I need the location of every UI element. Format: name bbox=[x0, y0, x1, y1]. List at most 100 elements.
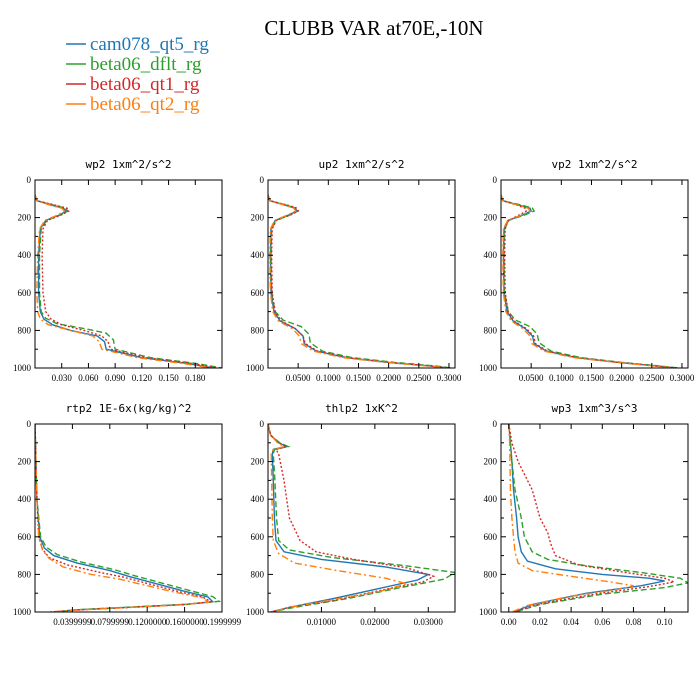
series-line bbox=[35, 424, 210, 612]
series-line bbox=[501, 194, 675, 368]
y-tick-label: 800 bbox=[251, 325, 265, 335]
x-tick-label: 0.08 bbox=[626, 617, 642, 627]
y-tick-label: 200 bbox=[484, 457, 498, 467]
series-line bbox=[268, 194, 450, 368]
y-tick-label: 1000 bbox=[246, 363, 265, 373]
series-line bbox=[501, 194, 676, 368]
panel-title: wp3 1xm^3/s^3 bbox=[551, 402, 637, 415]
panel-2: up2 1xm^2/s^2 0 200 400 600 800 1000 0.0500 0.10… bbox=[246, 158, 462, 383]
y-tick-label: 800 bbox=[251, 569, 265, 579]
x-tick-label: 0.0500 bbox=[519, 373, 544, 383]
x-tick-label: 0.0399999 bbox=[53, 617, 92, 627]
panel-1: wp2 1xm^2/s^2 0 200 400 600 800 1000 0.030 0.060… bbox=[13, 158, 223, 383]
y-tick-label: 600 bbox=[484, 288, 498, 298]
legend-label: beta06_dflt_rg bbox=[90, 54, 202, 75]
x-tick-label: 0.10 bbox=[657, 617, 673, 627]
x-tick-label: 0.2000 bbox=[609, 373, 634, 383]
x-tick-label: 0.1999999 bbox=[203, 617, 242, 627]
y-tick-label: 1000 bbox=[479, 607, 498, 617]
legend-label: beta06_qt2_rg bbox=[90, 94, 200, 115]
y-tick-label: 0 bbox=[27, 419, 32, 429]
y-tick-label: 1000 bbox=[13, 607, 32, 617]
series-line bbox=[268, 424, 436, 612]
x-tick-label: 0.1500 bbox=[346, 373, 371, 383]
y-tick-label: 0 bbox=[493, 419, 498, 429]
x-tick-label: 0.3000 bbox=[670, 373, 695, 383]
series-line bbox=[508, 424, 665, 612]
y-tick-label: 600 bbox=[18, 288, 32, 298]
series-line bbox=[268, 424, 455, 612]
series-line bbox=[35, 194, 222, 368]
series-line bbox=[501, 194, 676, 368]
y-tick-label: 400 bbox=[251, 250, 265, 260]
series-line bbox=[35, 194, 212, 368]
series-line bbox=[268, 424, 410, 612]
y-tick-label: 800 bbox=[484, 569, 498, 579]
x-tick-label: 0.02 bbox=[532, 617, 548, 627]
series-line bbox=[35, 424, 215, 612]
y-tick-label: 200 bbox=[484, 213, 498, 223]
y-tick-label: 400 bbox=[18, 494, 32, 504]
x-tick-label: 0.2500 bbox=[639, 373, 664, 383]
x-tick-label: 0.2000 bbox=[376, 373, 401, 383]
y-tick-label: 800 bbox=[18, 569, 32, 579]
y-tick-label: 600 bbox=[484, 532, 498, 542]
x-tick-label: 0.1500 bbox=[579, 373, 604, 383]
x-tick-label: 0.1600000 bbox=[165, 617, 204, 627]
series-line bbox=[501, 194, 680, 368]
x-tick-label: 0.1000 bbox=[549, 373, 574, 383]
x-tick-label: 0.060 bbox=[78, 373, 99, 383]
panel-3: vp2 1xm^2/s^2 0 200 400 600 800 1000 0.0500 0.10… bbox=[479, 158, 695, 383]
y-tick-label: 400 bbox=[251, 494, 265, 504]
y-tick-label: 0 bbox=[260, 175, 265, 185]
y-tick-label: 200 bbox=[251, 213, 265, 223]
plot-frame bbox=[500, 423, 689, 613]
y-tick-label: 400 bbox=[18, 250, 32, 260]
panel-title: up2 1xm^2/s^2 bbox=[318, 158, 404, 171]
panel-4: rtp2 1E-6x(kg/kg)^2 0 200 400 600 800 1000 0.03… bbox=[13, 402, 242, 627]
series-line bbox=[35, 194, 218, 368]
series-line bbox=[35, 194, 214, 368]
x-tick-label: 0.06 bbox=[594, 617, 610, 627]
y-tick-label: 400 bbox=[484, 494, 498, 504]
y-tick-label: 1000 bbox=[246, 607, 265, 617]
x-tick-label: 0.030 bbox=[52, 373, 73, 383]
plot-frame bbox=[267, 423, 456, 613]
y-tick-label: 600 bbox=[251, 288, 265, 298]
y-tick-label: 200 bbox=[251, 457, 265, 467]
panel-title: rtp2 1E-6x(kg/kg)^2 bbox=[66, 402, 192, 415]
series-line bbox=[35, 424, 213, 612]
y-tick-label: 0 bbox=[27, 175, 32, 185]
x-tick-label: 0.02000 bbox=[360, 617, 390, 627]
series-line bbox=[508, 424, 688, 612]
series-line bbox=[268, 194, 450, 368]
legend-label: beta06_qt1_rg bbox=[90, 74, 200, 95]
x-tick-label: 0.0799999 bbox=[91, 617, 130, 627]
x-tick-label: 0.150 bbox=[158, 373, 179, 383]
panel-5: thlp2 1xK^2 0 200 400 600 800 1000 0.01000 0.020… bbox=[246, 402, 456, 627]
series-line bbox=[35, 424, 222, 612]
figure-title: CLUBB VAR at70E,-10N bbox=[264, 16, 483, 40]
y-tick-label: 200 bbox=[18, 213, 32, 223]
x-tick-label: 0.04 bbox=[563, 617, 579, 627]
x-tick-label: 0.1000 bbox=[316, 373, 341, 383]
x-tick-label: 0.180 bbox=[185, 373, 206, 383]
y-tick-label: 400 bbox=[484, 250, 498, 260]
series-line bbox=[508, 424, 677, 612]
x-tick-label: 0.0500 bbox=[286, 373, 311, 383]
x-tick-label: 0.2500 bbox=[406, 373, 431, 383]
x-tick-label: 0.3000 bbox=[437, 373, 462, 383]
legend-label: cam078_qt5_rg bbox=[90, 34, 209, 55]
y-tick-label: 1000 bbox=[13, 363, 32, 373]
series-line bbox=[268, 194, 448, 368]
y-tick-label: 0 bbox=[260, 419, 265, 429]
panel-title: thlp2 1xK^2 bbox=[325, 402, 398, 415]
series-line bbox=[268, 194, 453, 368]
legend: cam078_qt5_rgbeta06_dflt_rgbeta06_qt1_rg… bbox=[66, 34, 209, 115]
x-tick-label: 0.01000 bbox=[307, 617, 337, 627]
y-tick-label: 600 bbox=[18, 532, 32, 542]
y-tick-label: 0 bbox=[493, 175, 498, 185]
y-tick-label: 800 bbox=[18, 325, 32, 335]
